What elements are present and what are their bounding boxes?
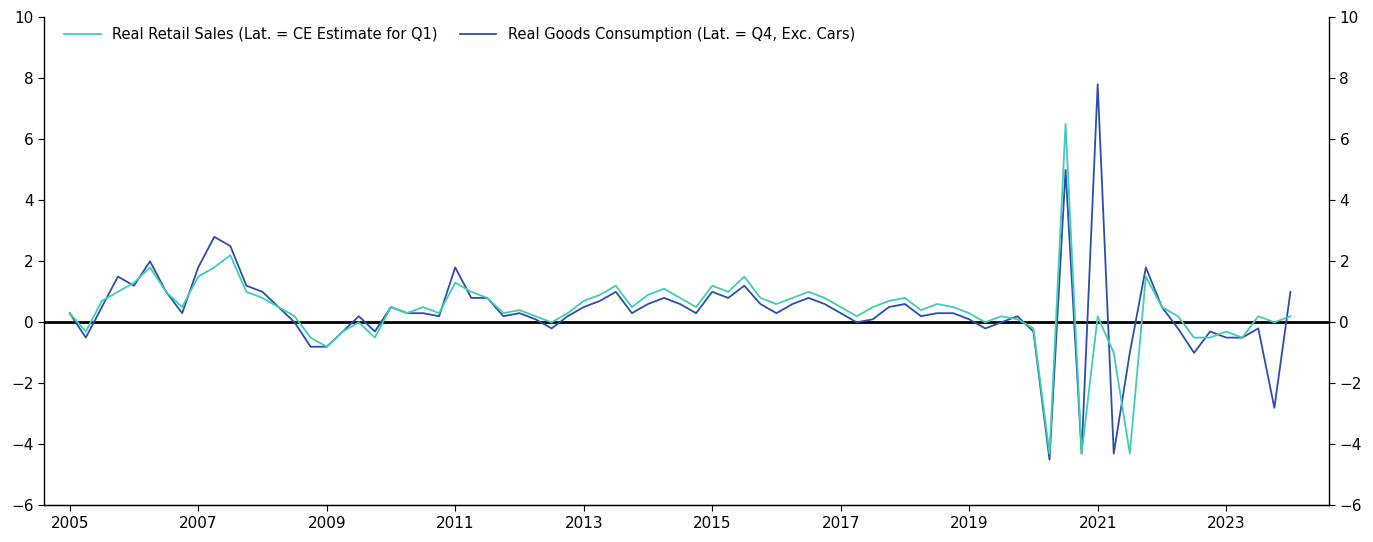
Real Retail Sales (Lat. = CE Estimate for Q1) [479, 295, 496, 301]
Line: Real Retail Sales (Lat. = CE Estimate for Q1): Real Retail Sales (Lat. = CE Estimate fo… [70, 124, 1291, 454]
Real Goods Consumption (Lat. = Q4, Exc. Cars) [463, 295, 479, 301]
Real Goods Consumption (Lat. = Q4, Exc. Cars) [302, 344, 319, 350]
Real Goods Consumption (Lat. = Q4, Exc. Cars) [1041, 456, 1057, 463]
Real Retail Sales (Lat. = CE Estimate for Q1) [1057, 121, 1074, 127]
Real Retail Sales (Lat. = CE Estimate for Q1) [463, 288, 479, 295]
Real Retail Sales (Lat. = CE Estimate for Q1) [559, 310, 575, 317]
Legend: Real Retail Sales (Lat. = CE Estimate for Q1), Real Goods Consumption (Lat. = Q4: Real Retail Sales (Lat. = CE Estimate fo… [65, 27, 855, 42]
Line: Real Goods Consumption (Lat. = Q4, Exc. Cars): Real Goods Consumption (Lat. = Q4, Exc. … [70, 84, 1291, 460]
Real Retail Sales (Lat. = CE Estimate for Q1) [302, 334, 319, 341]
Real Retail Sales (Lat. = CE Estimate for Q1) [592, 292, 608, 298]
Real Goods Consumption (Lat. = Q4, Exc. Cars) [1282, 288, 1299, 295]
Real Goods Consumption (Lat. = Q4, Exc. Cars) [1089, 81, 1105, 87]
Real Retail Sales (Lat. = CE Estimate for Q1) [1282, 313, 1299, 319]
Real Goods Consumption (Lat. = Q4, Exc. Cars) [736, 282, 752, 289]
Real Retail Sales (Lat. = CE Estimate for Q1) [62, 310, 78, 317]
Real Retail Sales (Lat. = CE Estimate for Q1) [736, 273, 752, 280]
Real Goods Consumption (Lat. = Q4, Exc. Cars) [559, 313, 575, 319]
Real Goods Consumption (Lat. = Q4, Exc. Cars) [479, 295, 496, 301]
Real Retail Sales (Lat. = CE Estimate for Q1) [1041, 450, 1057, 457]
Real Goods Consumption (Lat. = Q4, Exc. Cars) [592, 298, 608, 304]
Real Goods Consumption (Lat. = Q4, Exc. Cars) [62, 310, 78, 317]
